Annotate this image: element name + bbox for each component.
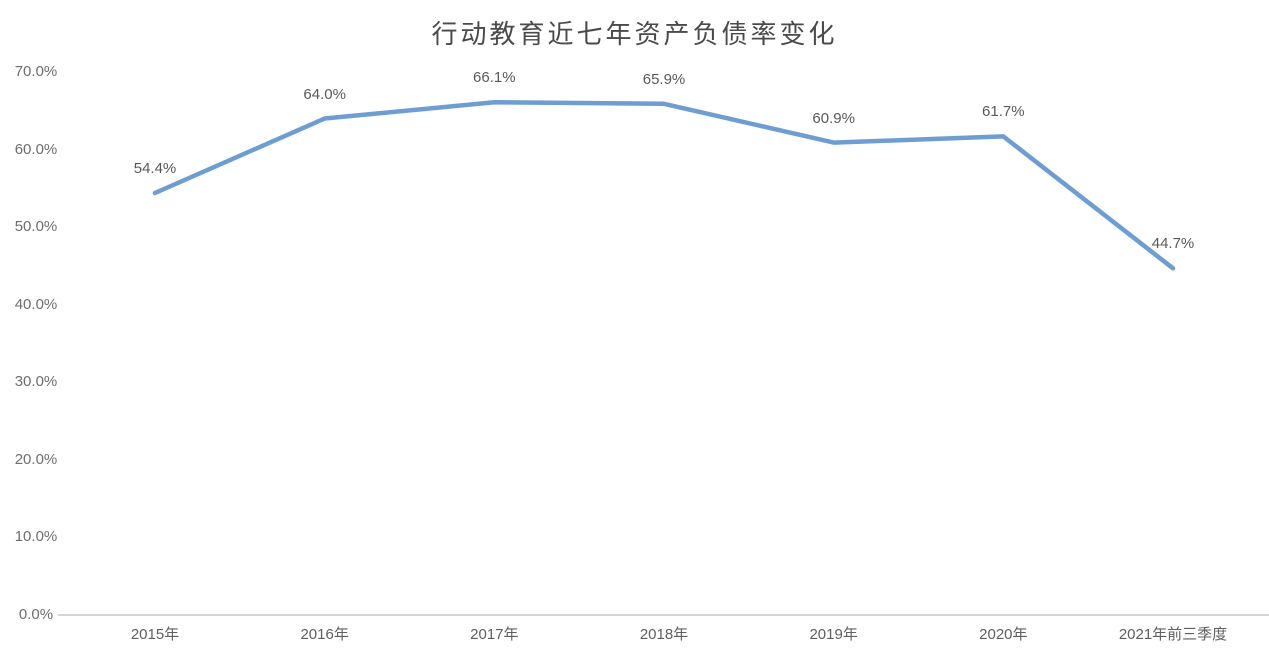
x-axis-label: 2015年	[130, 626, 180, 643]
series-line	[152, 100, 1176, 271]
x-axis-label: 2016年	[300, 626, 349, 643]
y-tick-label: 30.0%	[14, 373, 58, 391]
data-label: 61.7%	[982, 103, 1025, 121]
y-tick-label: 40.0%	[14, 295, 58, 313]
x-axis-label: 2020年	[979, 626, 1028, 643]
x-axis-label: 2019年	[809, 626, 858, 643]
data-label: 60.9%	[812, 109, 855, 127]
chart-title: 行动教育近七年资产负债率变化	[431, 20, 838, 49]
data-label: 64.0%	[303, 85, 346, 103]
data-label: 44.7%	[1151, 235, 1195, 253]
y-tick-label: 50.0%	[14, 218, 58, 236]
x-axis-line	[58, 614, 1269, 616]
y-tick-label: 60.0%	[14, 140, 58, 158]
data-label: 54.4%	[133, 160, 177, 177]
x-axis-label: 2021年前三季度	[1118, 626, 1228, 643]
y-tick-label: 70.0%	[14, 63, 58, 80]
x-axis-label: 2017年	[470, 626, 519, 643]
y-tick-label: 10.0%	[14, 528, 58, 546]
y-tick-label: 0.0%	[18, 606, 54, 623]
y-tick-label: 20.0%	[14, 450, 58, 468]
data-label: 66.1%	[473, 69, 516, 87]
data-label: 65.9%	[642, 70, 686, 88]
x-axis-label: 2018年	[639, 626, 689, 643]
